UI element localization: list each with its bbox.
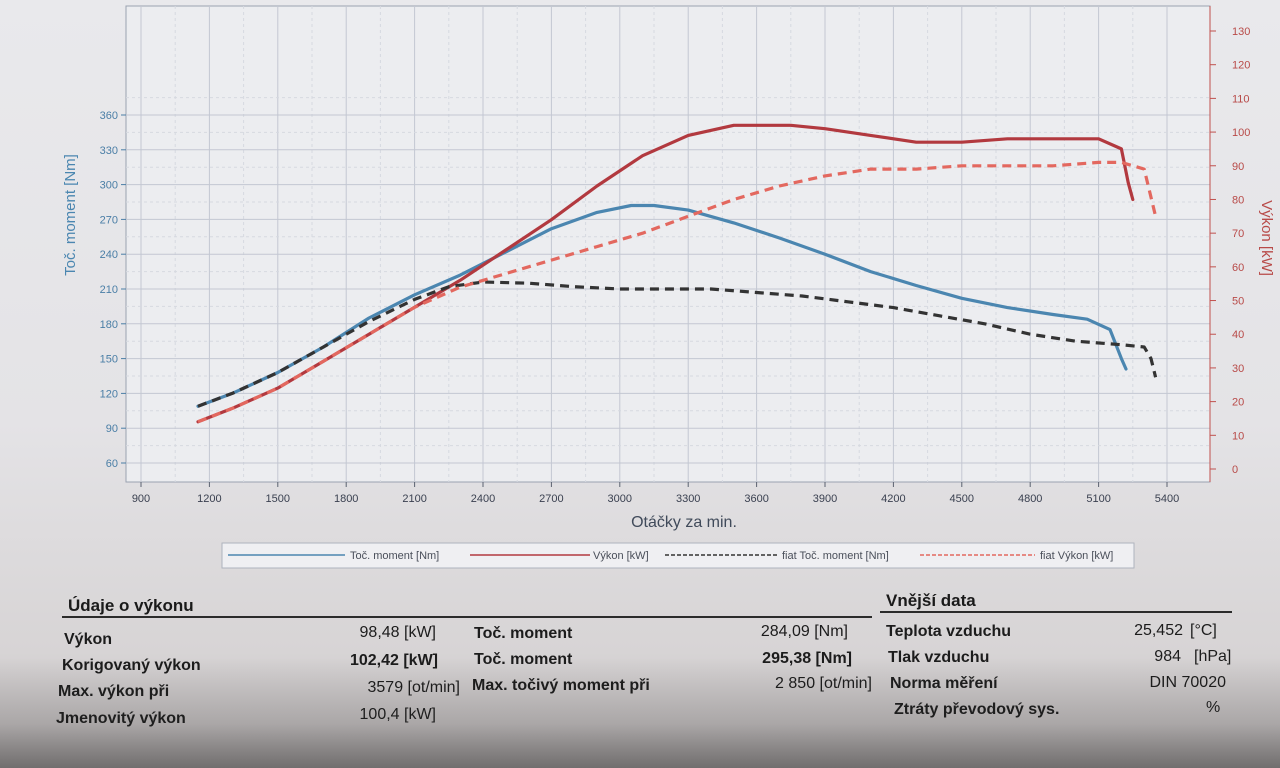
y2-tick-label: 40 [1232,329,1244,341]
y2-tick-label: 90 [1232,161,1244,173]
external-rule [880,611,1232,613]
y2-tick-label: 100 [1232,127,1250,139]
plot-area [125,5,1211,483]
performance-title: Údaje o výkonu [68,596,194,615]
x-tick-label: 5100 [1086,493,1110,505]
ext-unit-air-temp: [°C] [1190,622,1217,639]
x-axis-title: Otáčky za min. [631,514,737,531]
perf-value-power: 98,48 [kW] [359,624,436,641]
perf-value-corrected-power: 102,42 [kW] [349,652,438,669]
legend-label-1: Toč. moment [Nm] [350,550,439,562]
x-tick-label: 1200 [197,493,221,505]
x-tick-label: 2400 [471,493,495,505]
perf-label-power: Výkon [64,631,113,648]
y-tick-label: 360 [100,110,118,122]
y2-axis-title: Výkon [kW] [1258,200,1275,276]
external-title: Vnější data [886,591,976,610]
y-tick-label: 210 [100,284,118,296]
y-axis-title: Toč. moment [Nm] [62,154,79,276]
y2-tick-label: 30 [1232,363,1244,375]
legend: Toč. moment [Nm] Výkon [kW] fiat Toč. mome… [221,542,1135,569]
y2-tick-label: 130 [1232,26,1250,38]
y2-tick-label: 20 [1232,397,1244,409]
x-tick-label: 1500 [266,493,290,505]
perf-label-max-power-at: Max. výkon při [58,683,170,700]
y2-tick-label: 110 [1232,93,1250,105]
perf-label-max-torque-at: Max. točivý moment při [472,677,650,694]
x-tick-label: 4800 [1018,493,1042,505]
legend-label-2: Výkon [kW] [593,550,649,562]
y-tick-label: 150 [100,354,118,366]
perf-value-corrected-torque: 295,38 [Nm] [762,650,852,667]
x-tick-label: 1800 [334,493,358,505]
y-tick-label: 330 [100,145,118,157]
performance-rule [62,616,872,618]
perf-value-torque: 284,09 [Nm] [760,623,848,640]
y2-tick-label: 120 [1232,60,1250,72]
x-tick-label: 900 [132,493,150,505]
x-tick-label: 5400 [1155,493,1179,505]
ext-label-air-temp: Teplota vzduchu [886,623,1012,640]
legend-label-4: fiat Výkon [kW] [1040,550,1113,562]
x-tick-label: 4500 [950,493,974,505]
ext-value-air-temp: 25,452 [1134,622,1183,639]
y2-tick-label: 70 [1232,228,1244,240]
series-line-2 [196,123,1135,424]
ext-value-air-pressure: 984 [1154,648,1181,665]
perf-value-rated-power: 100,4 [kW] [359,706,436,723]
series-line-4 [197,160,1158,424]
ext-label-standard: Norma měření [890,675,998,692]
ext-value-standard: DIN 70020 [1149,674,1227,691]
x-tick-label: 3900 [813,493,837,505]
y2-tick-label: 50 [1232,296,1244,308]
y-tick-label: 270 [100,214,118,226]
x-tick-label: 2100 [402,493,426,505]
grid [126,6,1210,482]
x-tick-label: 3300 [676,493,700,505]
perf-label-rated-power: Jmenovitý výkon [56,710,186,727]
x-tick-label: 4200 [881,493,905,505]
perf-label-corrected-torque: Toč. moment [474,651,573,668]
ext-label-drivetrain-loss: Ztráty převodový sys. [894,701,1060,718]
perf-label-corrected-power: Korigovaný výkon [62,657,201,674]
ext-unit-air-pressure: [hPa] [1194,648,1232,665]
ext-label-air-pressure: Tlak vzduchu [888,649,990,666]
y-tick-label: 300 [100,180,118,192]
y2-tick-label: 80 [1232,194,1244,206]
y-tick-label: 90 [106,423,118,435]
x-tick-label: 2700 [539,493,563,505]
perf-label-torque: Toč. moment [474,625,573,642]
perf-value-max-power-at: 3579 [ot/min] [367,679,461,696]
series-line-3 [197,280,1158,408]
perf-value-max-torque-at: 2 850 [ot/min] [775,675,872,692]
dyno-chart: 6090120150180210240270300330360010203040… [62,5,1275,569]
y2-tick-label: 0 [1232,464,1238,476]
legend-label-3: fiat Toč. moment [Nm] [782,550,889,562]
y-tick-label: 180 [100,319,118,331]
y-tick-label: 60 [106,458,118,470]
y-tick-label: 240 [100,249,118,261]
ext-unit-drivetrain-loss: % [1206,699,1221,716]
y2-tick-label: 60 [1232,262,1244,274]
x-tick-label: 3000 [608,493,632,505]
y2-tick-label: 10 [1232,430,1244,442]
series-line-1 [196,203,1128,408]
x-tick-label: 3600 [744,493,768,505]
y-tick-label: 120 [100,388,118,400]
